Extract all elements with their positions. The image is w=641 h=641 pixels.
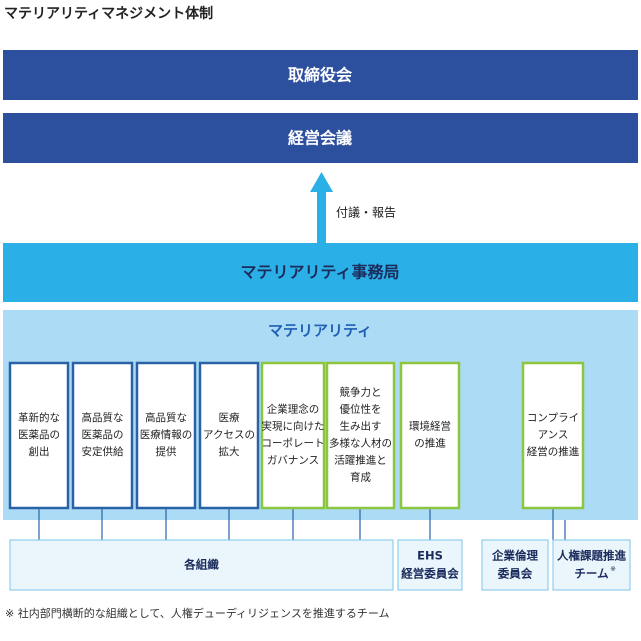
item-text: の推進 [414, 437, 446, 450]
organization-box [397, 539, 463, 591]
footnote: ※ 社内部門横断的な組織として、人権デューディリジェンスを推進するチーム [5, 606, 390, 620]
item-text: 創出 [29, 445, 50, 458]
item-text: 医薬品の [82, 429, 124, 441]
item-text: 革新的な [18, 411, 60, 424]
materiality-item [135, 361, 197, 510]
item-text: 高品質な [82, 411, 124, 424]
item-text: 多様な人材の [329, 437, 392, 450]
organization-text: 経営委員会 [401, 567, 459, 581]
organization-text: 企業倫理 [491, 549, 538, 563]
item-text: 医療情報の [140, 428, 193, 441]
item-text: 経営の推進 [527, 445, 580, 458]
materiality-title: マテリアリティ [268, 322, 372, 340]
materiality-item [260, 361, 326, 510]
board-label: 取締役会 [288, 66, 352, 85]
item-text: 実現に向けた [262, 420, 325, 433]
organization-box [481, 539, 549, 591]
item-text: コーポレート [262, 438, 325, 450]
secretariat-label: マテリアリティ事務局 [240, 263, 399, 282]
note-mark: ※ [610, 565, 616, 573]
arrow-label: 付議・報告 [336, 206, 396, 220]
materiality-item [8, 361, 70, 510]
organization-text: 人権課題推進 [557, 549, 626, 563]
item-text: 医薬品の [18, 429, 60, 441]
materiality-item [71, 361, 134, 510]
arrow-head [310, 172, 333, 192]
item-text: コンプライ [527, 412, 579, 424]
item-text: 生み出す [340, 420, 382, 433]
item-text: 企業理念の [267, 403, 320, 416]
materiality-item [198, 361, 260, 510]
materiality-item [399, 361, 461, 510]
organization-text: EHS [417, 549, 443, 563]
board-box [3, 50, 638, 100]
committee-label: 経営会議 [288, 129, 352, 148]
organization-text: 委員会 [497, 567, 533, 581]
item-text: アンス [538, 429, 569, 441]
item-text: ガバナンス [267, 455, 319, 467]
item-text: 医療 [219, 411, 240, 424]
item-text: 育成 [350, 471, 371, 484]
item-text: 環境経営 [409, 420, 451, 433]
organization-box [9, 539, 394, 591]
organization-box [552, 539, 631, 591]
secretariat-box [3, 243, 638, 302]
title: マテリアリティマネジメント体制 [4, 5, 213, 22]
item-text: アクセスの [203, 429, 255, 441]
item-text: 提供 [156, 445, 177, 458]
organization-text: チーム [574, 567, 609, 581]
item-text: 安定供給 [82, 445, 124, 458]
materiality-item [521, 361, 585, 510]
committee-box [3, 113, 638, 163]
organization-text: 各組織 [183, 558, 219, 572]
item-text: 拡大 [219, 445, 240, 458]
item-text: 優位性を [340, 403, 382, 416]
item-text: 高品質な [145, 411, 187, 424]
item-text: 競争力と [340, 386, 382, 399]
item-text: 活躍推進と [334, 454, 387, 467]
arrow-shaft [317, 190, 326, 243]
materiality-item [325, 361, 396, 510]
